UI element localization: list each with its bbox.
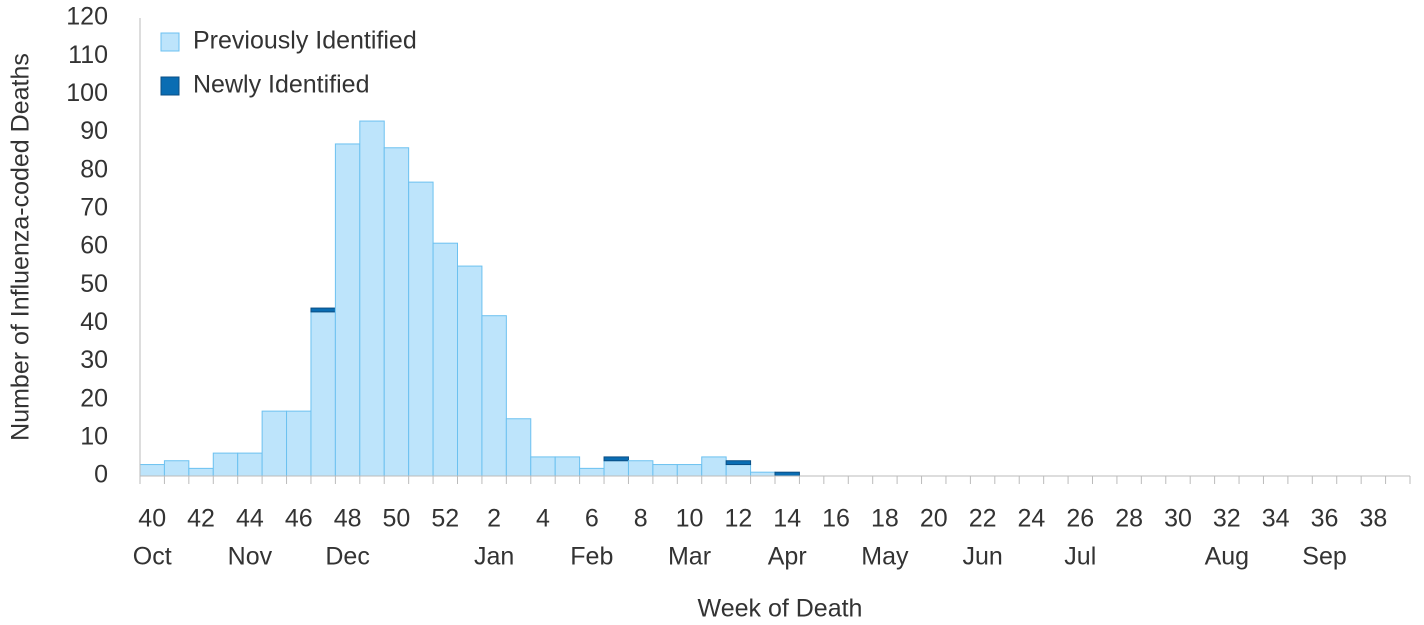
month-label: Dec (325, 543, 369, 571)
x-tick-label: 10 (676, 505, 704, 533)
x-tick-label: 42 (187, 505, 215, 533)
y-tick-label: 30 (80, 346, 108, 374)
bar (725, 460, 752, 466)
y-tick-label: 0 (94, 461, 108, 489)
x-tick-label: 40 (138, 505, 166, 533)
x-tick-label: 38 (1359, 505, 1387, 533)
bar (359, 120, 385, 477)
bar (481, 315, 507, 477)
x-tick-label: 32 (1213, 505, 1241, 533)
x-tick-label: 16 (822, 505, 850, 533)
y-axis-label: Number of Influenza-coded Deaths (7, 53, 35, 441)
x-tick-label: 46 (285, 505, 313, 533)
bar (579, 467, 605, 477)
legend-swatch (160, 76, 180, 96)
x-tick-label: 36 (1311, 505, 1339, 533)
bar (457, 265, 483, 477)
x-tick-label: 20 (920, 505, 948, 533)
x-tick-label: 4 (536, 505, 550, 533)
x-tick-label: 8 (634, 505, 648, 533)
bar (701, 456, 727, 477)
bar (261, 410, 288, 477)
bar (334, 143, 361, 477)
bar (530, 456, 556, 477)
y-tick-label: 20 (80, 384, 108, 412)
month-label: Jun (962, 543, 1002, 571)
x-tick-label: 34 (1262, 505, 1290, 533)
x-tick-label: 22 (969, 505, 997, 533)
bar (139, 464, 165, 477)
month-label: Sep (1302, 543, 1346, 571)
x-tick-label: 50 (383, 505, 411, 533)
bar (750, 471, 776, 477)
bar (188, 467, 214, 477)
x-tick-label: 44 (236, 505, 264, 533)
x-tick-label: 52 (431, 505, 459, 533)
x-tick-label: 6 (585, 505, 599, 533)
x-tick-label: 24 (1018, 505, 1046, 533)
bar (652, 464, 678, 477)
bar (505, 418, 532, 477)
legend-label: Newly Identified (193, 71, 369, 99)
bar (163, 460, 190, 477)
y-tick-label: 40 (80, 308, 108, 336)
month-label: Jul (1064, 543, 1096, 571)
y-tick-label: 60 (80, 232, 108, 260)
bar (408, 181, 434, 477)
bar (286, 410, 312, 477)
bar (603, 460, 629, 477)
bar (627, 460, 654, 477)
x-tick-label: 30 (1164, 505, 1192, 533)
x-axis-label: Week of Death (698, 595, 863, 623)
bar (603, 456, 629, 462)
bar (310, 311, 336, 477)
y-tick-label: 50 (80, 270, 108, 298)
legend-label: Previously Identified (193, 27, 417, 55)
bar (237, 452, 263, 477)
y-tick-label: 10 (80, 422, 108, 450)
month-label: Feb (570, 543, 613, 571)
month-label: Aug (1205, 543, 1249, 571)
x-tick-label: 2 (487, 505, 501, 533)
bar (554, 456, 581, 477)
x-tick-label: 26 (1066, 505, 1094, 533)
month-label: Oct (133, 543, 172, 571)
bar (725, 464, 752, 477)
y-tick-label: 110 (68, 41, 108, 69)
y-tick-label: 120 (66, 3, 108, 31)
x-tick-label: 14 (773, 505, 801, 533)
bar (310, 307, 336, 313)
bar (432, 242, 459, 477)
x-tick-label: 18 (871, 505, 899, 533)
legend-swatch (160, 32, 180, 52)
y-tick-label: 100 (66, 79, 108, 107)
bar (774, 471, 800, 477)
bar (212, 452, 239, 477)
x-tick-label: 12 (724, 505, 752, 533)
y-tick-label: 70 (80, 193, 108, 221)
y-tick-label: 80 (80, 155, 108, 183)
month-label: May (861, 543, 909, 571)
bar (676, 464, 703, 477)
x-tick-label: 48 (334, 505, 362, 533)
month-label: Mar (668, 543, 711, 571)
month-label: Jan (474, 543, 514, 571)
y-tick-label: 90 (80, 117, 108, 145)
x-tick-label: 28 (1115, 505, 1143, 533)
month-label: Nov (228, 543, 273, 571)
month-label: Apr (768, 543, 807, 571)
bar (383, 147, 410, 477)
